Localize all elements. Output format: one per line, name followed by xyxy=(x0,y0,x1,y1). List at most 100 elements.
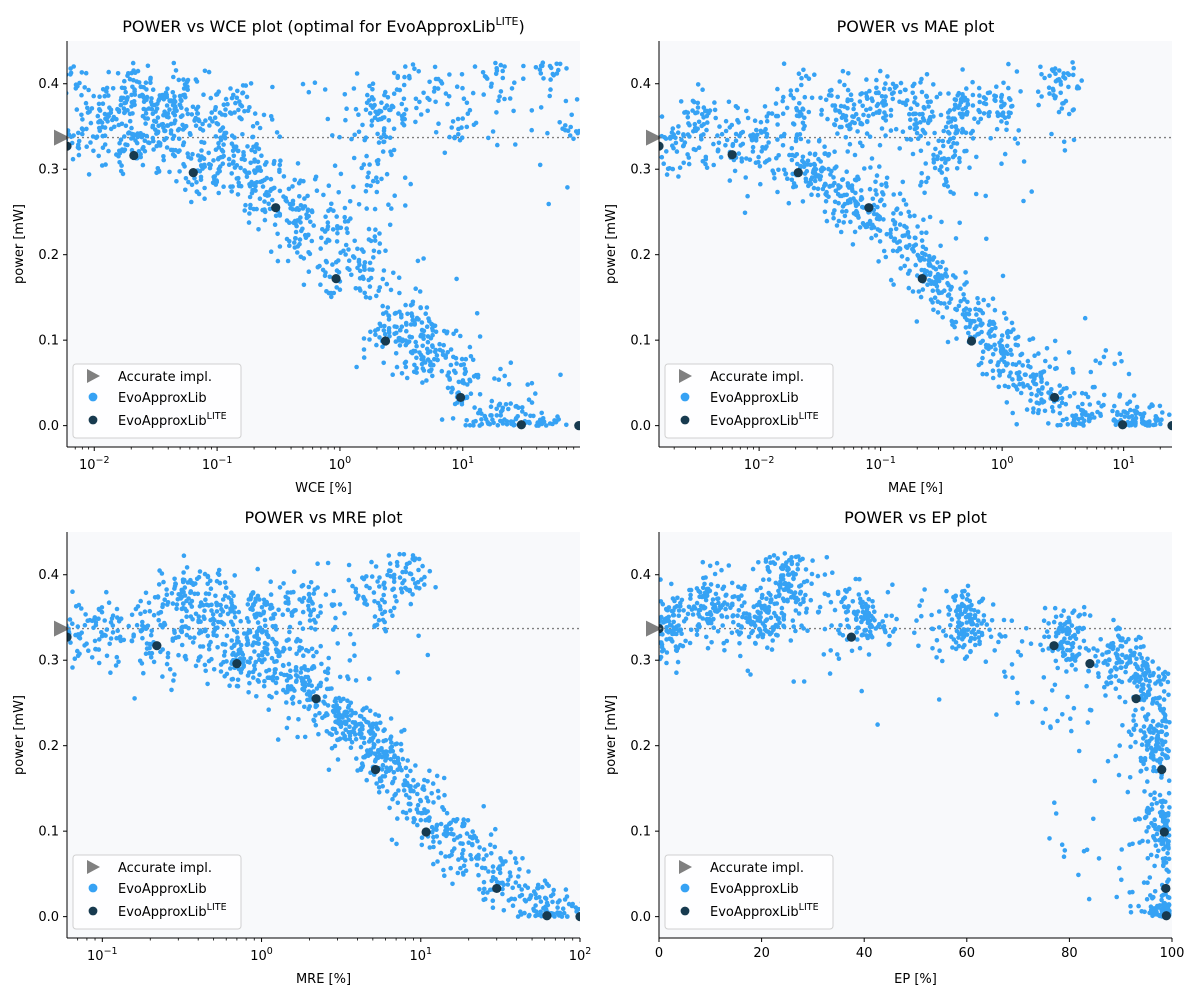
evo-point xyxy=(453,370,458,376)
evo-point xyxy=(367,708,373,714)
evo-point xyxy=(441,775,447,781)
evo-point xyxy=(149,628,154,634)
evo-point xyxy=(208,95,214,101)
evo-point xyxy=(1059,395,1065,401)
evo-point xyxy=(391,70,397,76)
evo-point xyxy=(877,142,883,148)
evo-point xyxy=(284,725,290,731)
evo-point xyxy=(347,736,353,742)
evo-point xyxy=(550,899,555,905)
evo-point xyxy=(254,206,259,212)
evo-point xyxy=(60,98,65,103)
evo-point xyxy=(1008,347,1013,353)
evo-point xyxy=(336,190,342,195)
evo-point xyxy=(857,225,863,230)
evo-point xyxy=(412,581,418,586)
evo-point xyxy=(313,627,318,632)
evo-point xyxy=(789,561,795,567)
evo-point xyxy=(347,267,352,273)
lite-point xyxy=(1167,421,1172,431)
evo-point xyxy=(859,204,865,210)
evo-point xyxy=(497,880,503,886)
evo-point xyxy=(182,654,188,659)
evo-point xyxy=(951,140,956,146)
evo-point xyxy=(409,311,414,316)
evo-point xyxy=(242,108,247,114)
evo-point xyxy=(905,256,910,262)
evo-point xyxy=(934,156,940,162)
evo-point xyxy=(443,91,449,96)
evo-point xyxy=(408,768,413,774)
evo-point xyxy=(108,107,114,113)
evo-point xyxy=(306,89,312,95)
evo-point xyxy=(186,179,191,185)
evo-point xyxy=(1066,350,1072,355)
evo-point xyxy=(807,151,813,156)
evo-point xyxy=(427,845,433,850)
evo-point xyxy=(391,147,397,153)
evo-point xyxy=(381,268,387,273)
evoapproxlib-series xyxy=(39,551,580,919)
evo-point xyxy=(933,266,939,272)
evo-point xyxy=(386,326,392,331)
evo-point xyxy=(298,638,303,644)
evo-point xyxy=(531,413,536,419)
evo-point xyxy=(173,635,179,640)
evo-point xyxy=(188,589,194,594)
evo-point xyxy=(196,117,201,122)
evo-point xyxy=(371,744,376,750)
evo-point xyxy=(723,128,729,134)
evo-point xyxy=(682,140,688,145)
evo-point xyxy=(914,130,920,136)
evo-point xyxy=(116,659,121,665)
evo-point xyxy=(750,144,756,150)
evo-point xyxy=(225,101,230,107)
evo-point xyxy=(385,95,391,100)
evo-point xyxy=(946,292,952,297)
evo-point xyxy=(507,870,513,875)
evo-point xyxy=(286,601,291,606)
evo-point xyxy=(453,355,459,361)
evo-point xyxy=(1043,706,1048,712)
evo-point xyxy=(262,640,268,646)
evo-point xyxy=(301,178,306,184)
evo-point xyxy=(891,211,896,216)
evo-point xyxy=(815,186,821,192)
evo-point xyxy=(940,315,945,320)
evo-point xyxy=(375,579,380,584)
evo-point xyxy=(844,169,849,174)
evo-point xyxy=(1127,842,1132,847)
evo-point xyxy=(465,382,470,387)
evo-point xyxy=(554,61,559,67)
evo-point xyxy=(545,130,550,136)
evo-point xyxy=(325,220,331,225)
evo-point xyxy=(311,591,317,596)
evo-point xyxy=(1039,94,1044,99)
evo-point xyxy=(537,67,543,72)
evo-point xyxy=(197,569,203,574)
evo-point xyxy=(39,615,44,620)
evo-point xyxy=(169,687,174,693)
evo-point xyxy=(931,307,936,313)
evo-point xyxy=(383,769,389,775)
evo-point xyxy=(370,178,376,184)
evo-point xyxy=(457,137,463,143)
evo-point xyxy=(929,612,934,618)
evo-point xyxy=(1035,410,1041,416)
evo-point xyxy=(1009,352,1014,357)
evo-point xyxy=(387,561,393,566)
lite-point xyxy=(1049,392,1060,403)
evo-point xyxy=(1003,349,1008,355)
evo-point xyxy=(358,744,364,750)
evo-point xyxy=(181,77,186,82)
evo-point xyxy=(832,208,837,213)
evo-point xyxy=(924,94,930,99)
evo-point xyxy=(767,554,773,560)
evo-point xyxy=(165,111,171,116)
evo-point xyxy=(250,669,256,675)
evo-point xyxy=(385,305,391,310)
evo-point xyxy=(393,742,398,747)
evo-point xyxy=(230,148,236,154)
evo-point xyxy=(936,625,942,630)
